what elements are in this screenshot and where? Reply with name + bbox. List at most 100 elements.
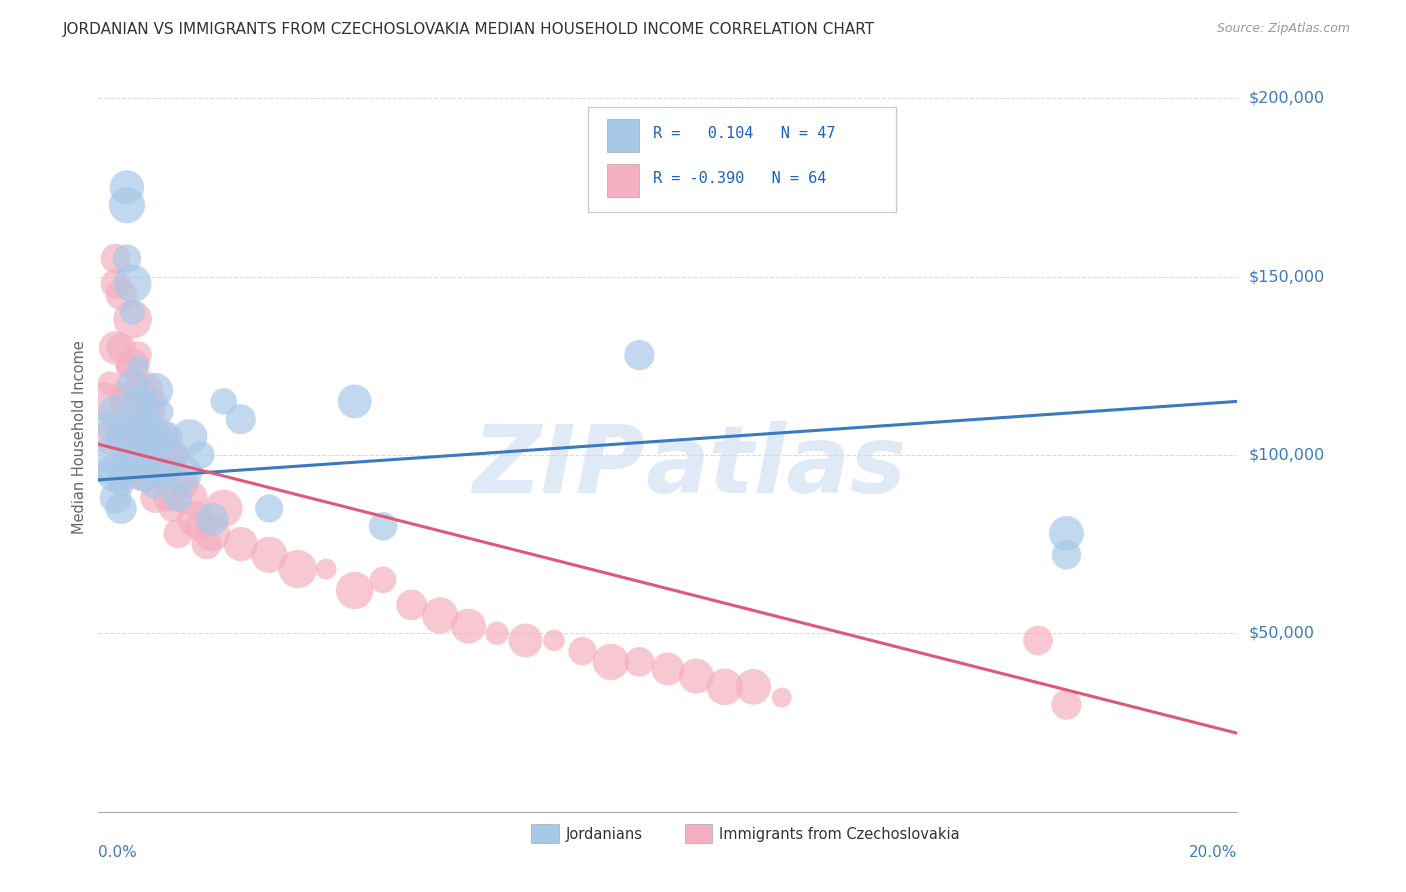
Point <box>138 412 160 426</box>
Point <box>115 359 138 373</box>
Point <box>98 448 121 462</box>
Point <box>600 655 623 669</box>
Point <box>121 312 143 326</box>
Point <box>1056 526 1078 541</box>
Point <box>343 583 366 598</box>
Point <box>132 394 155 409</box>
Point <box>132 419 155 434</box>
Text: Immigrants from Czechoslovakia: Immigrants from Czechoslovakia <box>718 827 960 842</box>
Point <box>110 501 132 516</box>
Point <box>212 501 235 516</box>
Point <box>156 448 179 462</box>
Point <box>121 305 143 319</box>
Point <box>115 419 138 434</box>
Point <box>145 476 167 491</box>
Point <box>714 680 737 694</box>
Point <box>127 359 149 373</box>
Point <box>145 384 167 398</box>
Text: Jordanians: Jordanians <box>565 827 643 842</box>
Point <box>742 680 765 694</box>
Text: 20.0%: 20.0% <box>1189 846 1237 861</box>
Point <box>156 491 179 505</box>
Bar <box>607 119 640 153</box>
Point <box>685 669 707 683</box>
Point <box>167 526 190 541</box>
Point <box>110 430 132 444</box>
Point <box>145 430 167 444</box>
Point <box>127 384 149 398</box>
Point <box>162 455 184 469</box>
Point <box>229 412 252 426</box>
Point <box>179 430 201 444</box>
Point <box>201 526 224 541</box>
Point <box>156 466 179 480</box>
Point <box>104 466 127 480</box>
Point <box>373 573 395 587</box>
Point <box>115 466 138 480</box>
Point <box>190 448 212 462</box>
Point <box>179 491 201 505</box>
Point <box>195 537 218 551</box>
Point <box>145 430 167 444</box>
Point <box>1026 633 1049 648</box>
Text: $50,000: $50,000 <box>1249 626 1315 640</box>
Point <box>115 198 138 212</box>
Y-axis label: Median Household Income: Median Household Income <box>72 340 87 534</box>
Point <box>162 501 184 516</box>
Point <box>121 359 143 373</box>
Point <box>121 277 143 291</box>
Point <box>115 180 138 194</box>
Point <box>110 287 132 301</box>
Text: R =   0.104   N = 47: R = 0.104 N = 47 <box>652 126 835 141</box>
Text: $200,000: $200,000 <box>1249 91 1324 105</box>
Point <box>104 405 127 419</box>
Bar <box>685 824 713 843</box>
Point <box>457 619 479 633</box>
Point <box>98 419 121 434</box>
Point <box>145 394 167 409</box>
Point <box>628 348 651 362</box>
Point <box>115 394 138 409</box>
Point <box>173 466 195 480</box>
Text: R = -0.390   N = 64: R = -0.390 N = 64 <box>652 171 827 186</box>
Point <box>184 512 207 526</box>
Point <box>150 405 173 419</box>
Point <box>543 633 565 648</box>
Text: $100,000: $100,000 <box>1249 448 1324 462</box>
Point <box>110 341 132 355</box>
Point <box>212 394 235 409</box>
Point <box>115 466 138 480</box>
Point <box>132 466 155 480</box>
Point <box>150 430 173 444</box>
Point <box>110 455 132 469</box>
Point <box>127 448 149 462</box>
Point <box>167 448 190 462</box>
Point <box>98 430 121 444</box>
Point <box>127 348 149 362</box>
Point <box>259 548 281 562</box>
Point <box>138 405 160 419</box>
Point <box>145 491 167 505</box>
Text: $150,000: $150,000 <box>1249 269 1324 284</box>
Point <box>110 476 132 491</box>
Text: 0.0%: 0.0% <box>98 846 138 861</box>
Point <box>201 512 224 526</box>
Point <box>1056 698 1078 712</box>
Point <box>98 376 121 391</box>
Bar <box>531 824 558 843</box>
Point <box>515 633 537 648</box>
Point <box>1056 548 1078 562</box>
Point <box>121 376 143 391</box>
Point <box>287 562 309 576</box>
Point <box>150 466 173 480</box>
Point <box>162 448 184 462</box>
Point <box>770 690 793 705</box>
Point <box>628 655 651 669</box>
Point <box>401 598 423 612</box>
Text: JORDANIAN VS IMMIGRANTS FROM CZECHOSLOVAKIA MEDIAN HOUSEHOLD INCOME CORRELATION : JORDANIAN VS IMMIGRANTS FROM CZECHOSLOVA… <box>63 22 876 37</box>
FancyBboxPatch shape <box>588 107 896 212</box>
Point <box>373 519 395 533</box>
Point <box>173 476 195 491</box>
Point <box>93 466 115 480</box>
Text: ZIP: ZIP <box>472 421 645 513</box>
